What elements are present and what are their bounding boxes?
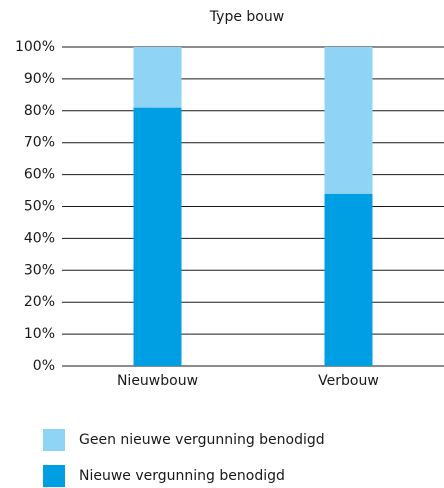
legend-label: Nieuwe vergunning benodigd: [79, 468, 285, 484]
y-tick-label: 80%: [24, 103, 55, 119]
legend-swatch: [43, 429, 65, 451]
y-tick-label: 0%: [33, 358, 55, 374]
y-tick-label: 100%: [15, 39, 55, 55]
bar-segment: [133, 107, 182, 367]
y-tick-label: 50%: [24, 199, 55, 215]
legend-swatch: [43, 465, 65, 487]
bar-segment: [133, 47, 182, 108]
y-tick-label: 40%: [24, 230, 55, 246]
y-tick-label: 70%: [24, 135, 55, 151]
y-tick-label: 20%: [24, 294, 55, 310]
bar-segment: [324, 193, 373, 366]
x-tick-label: Verbouw: [318, 373, 379, 389]
legend-label: Geen nieuwe vergunning benodigd: [79, 432, 325, 448]
x-tick-label: Nieuwbouw: [117, 373, 198, 389]
bar-segment: [324, 47, 373, 194]
y-tick-label: 10%: [24, 326, 55, 342]
y-tick-label: 30%: [24, 262, 55, 278]
chart-title: Type bouw: [209, 9, 284, 25]
y-tick-label: 60%: [24, 167, 55, 183]
y-tick-label: 90%: [24, 71, 55, 87]
